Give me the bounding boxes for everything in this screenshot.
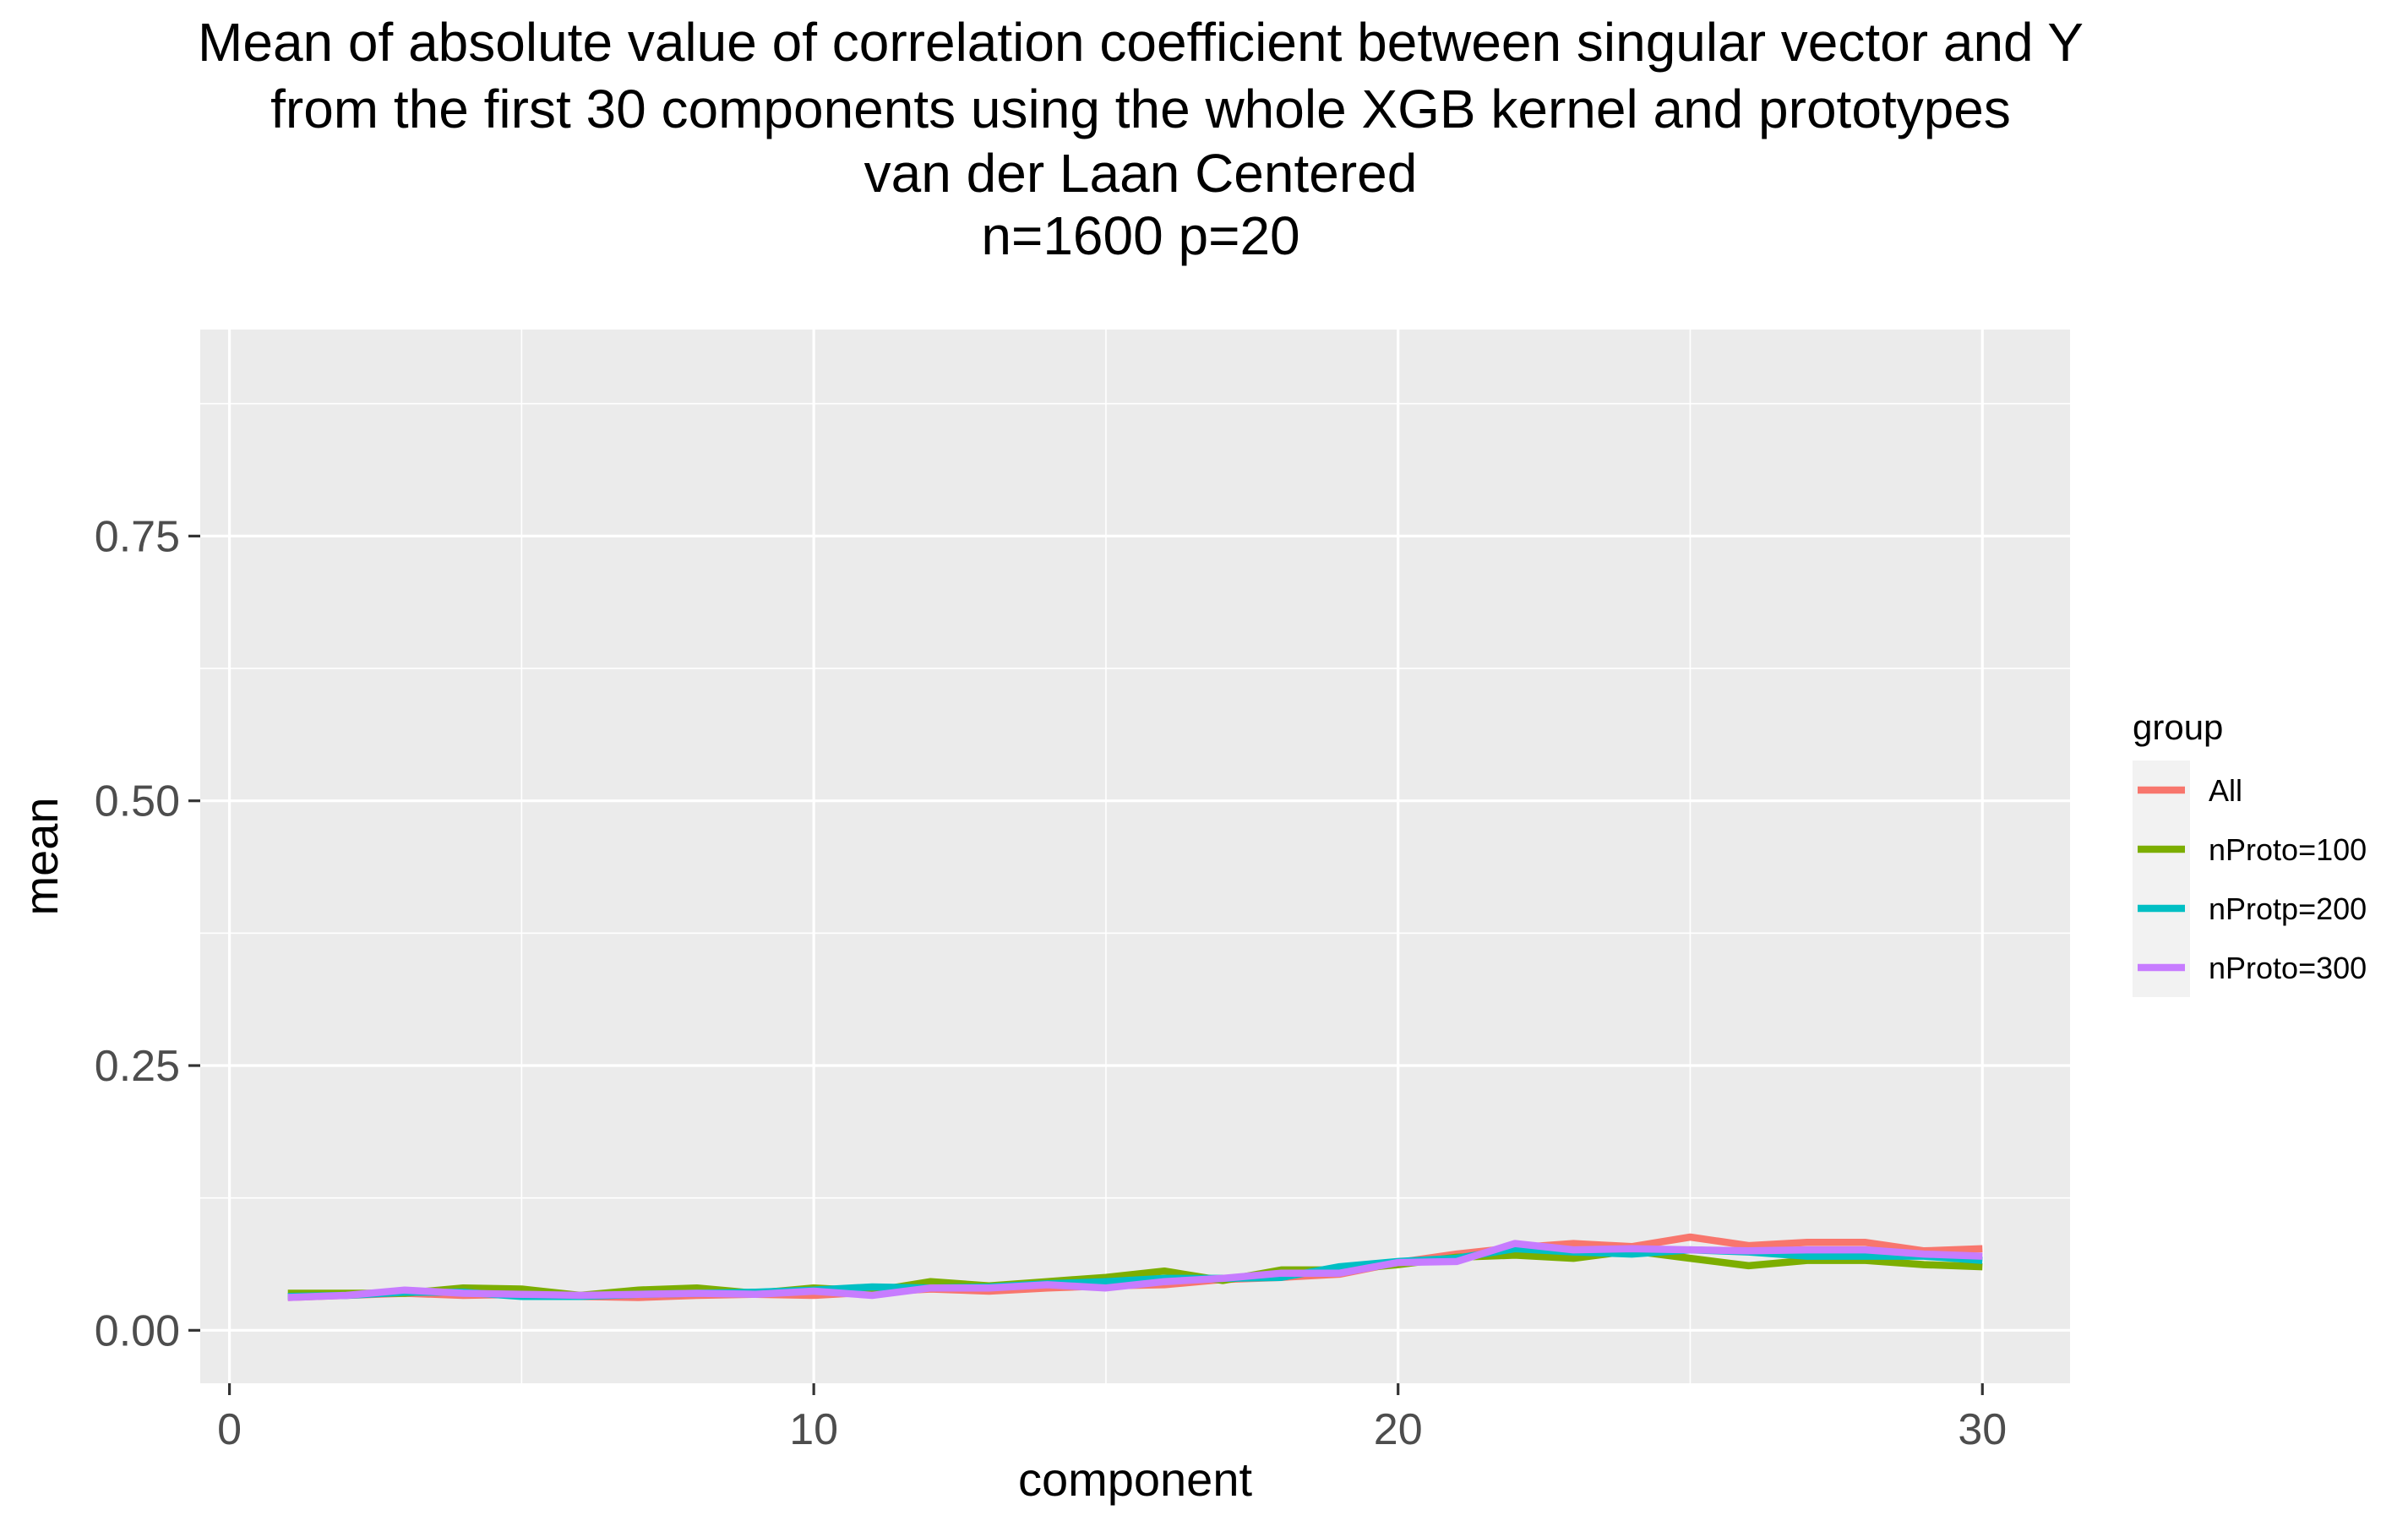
y-tick-label: 0.25: [95, 1042, 180, 1091]
legend-title: group: [2133, 707, 2223, 747]
legend: group All nProto=100 nProtp=200 nProto=300: [2133, 707, 2367, 997]
plot-panel: [200, 330, 2070, 1383]
chart-title: Mean of absolute value of correlation co…: [0, 8, 2281, 267]
x-tick-label: 20: [1374, 1405, 1423, 1454]
x-tick-label: 0: [217, 1405, 242, 1454]
legend-label: All: [2209, 773, 2242, 808]
y-tick-label: 0.75: [95, 512, 180, 561]
title-line-2: from the first 30 components using the w…: [270, 79, 2011, 139]
x-axis-title: component: [1018, 1453, 1253, 1506]
title-line-3: van der Laan Centered: [864, 143, 1418, 204]
legend-label: nProto=100: [2209, 832, 2367, 867]
y-axis-title: mean: [14, 797, 68, 915]
plot-background: [200, 330, 2070, 1383]
series-line-4: [287, 1240, 1983, 1301]
legend-label: nProtp=200: [2209, 891, 2367, 926]
y-tick-label: 0.00: [95, 1306, 180, 1355]
legend-label: nProto=300: [2209, 951, 2367, 985]
title-line-1: Mean of absolute value of correlation co…: [198, 12, 2084, 73]
y-tick-label: 0.50: [95, 777, 180, 826]
title-line-4: n=1600 p=20: [981, 205, 1300, 266]
grid-lines: [200, 330, 2070, 1383]
x-tick-label: 30: [1958, 1405, 2007, 1454]
series-lines: [287, 1233, 1983, 1301]
x-tick-label: 10: [789, 1405, 838, 1454]
axes: 0 10 20 30 0.00 0.25 0.50 0.75 component mean: [14, 512, 2007, 1506]
